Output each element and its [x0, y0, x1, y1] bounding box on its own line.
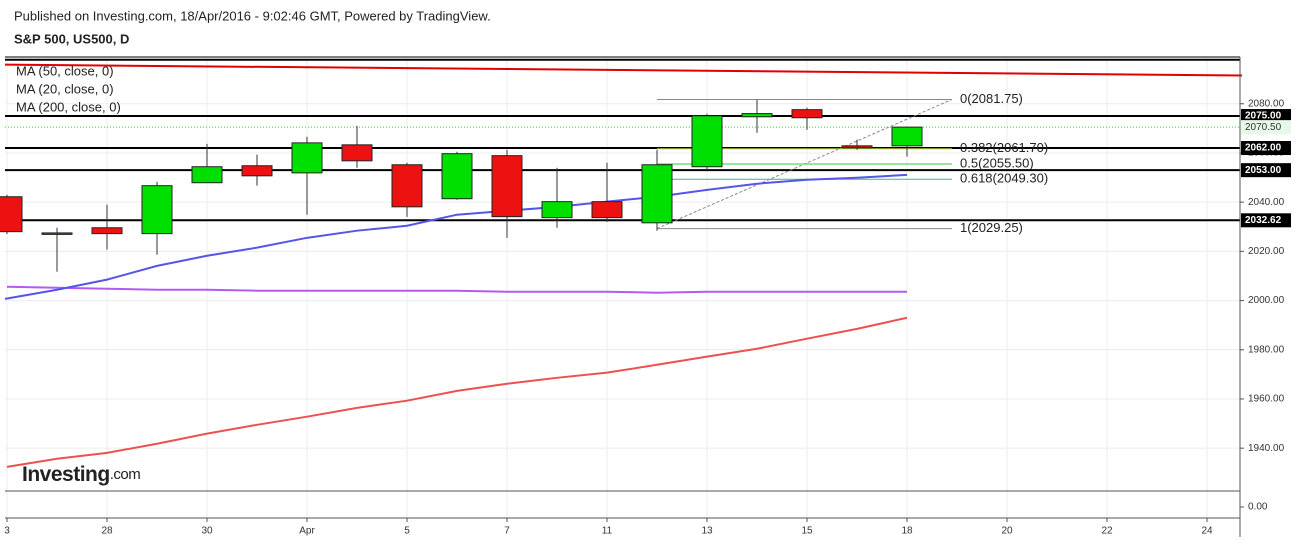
candle-body — [741, 113, 773, 118]
x-tick-label: 20 — [1001, 526, 1013, 537]
ma-line — [6, 285, 907, 294]
candle-body — [191, 166, 223, 184]
fib-label: 0.382(2061.70) — [960, 140, 1048, 155]
legend-entry: MA (200, close, 0) — [16, 99, 121, 114]
y-tick-label: 2040.00 — [1248, 197, 1285, 208]
x-tick-label: 11 — [602, 526, 613, 537]
logo: Investing.com — [22, 463, 140, 486]
candle-body — [291, 142, 323, 174]
fib-label: 1(2029.25) — [960, 220, 1023, 235]
y-tick-label: 2000.00 — [1248, 295, 1285, 306]
price-box-label: 2032.62 — [1245, 215, 1282, 226]
candle-body — [91, 227, 123, 235]
x-tick-label: 24 — [1201, 526, 1213, 537]
candle-body — [841, 145, 873, 149]
candle-body — [41, 232, 73, 235]
candle-body — [541, 201, 573, 219]
ma-line — [6, 316, 908, 468]
x-tick-label: 22 — [1101, 526, 1113, 537]
y-tick-label: 1980.00 — [1248, 344, 1285, 355]
candle-body — [591, 201, 623, 219]
x-tick-label: Apr — [299, 526, 315, 537]
candle-body — [391, 164, 423, 208]
frame — [5, 56, 1241, 537]
volume-tick-label: 0.00 — [1248, 502, 1268, 513]
x-tick-label: 30 — [201, 526, 213, 537]
candle-body — [791, 109, 823, 119]
x-tick-label: 7 — [504, 526, 510, 537]
x-tick-label: 5 — [404, 526, 410, 537]
logo-name: Investing — [22, 463, 110, 486]
price-box-label: 2062.00 — [1245, 143, 1282, 154]
candle-body — [341, 144, 373, 162]
candle-body — [141, 185, 173, 235]
x-tick-label: 3 — [4, 526, 10, 537]
plot — [0, 58, 1243, 468]
price-box-label: 2075.00 — [1245, 111, 1282, 122]
trendline — [4, 63, 1243, 77]
candle-body — [491, 155, 523, 218]
price-box — [1241, 109, 1291, 124]
y-tick-label: 1940.00 — [1248, 443, 1285, 454]
fib-label: 0.5(2055.50) — [960, 155, 1034, 170]
x-tick-label: 18 — [901, 526, 913, 537]
price-box — [1241, 141, 1291, 156]
fib-label: 0(2081.75) — [960, 91, 1023, 106]
x-tick-label: 28 — [101, 526, 113, 537]
price-box — [1241, 213, 1291, 228]
fib-label: 0.618(2049.30) — [960, 171, 1048, 186]
y-tick-label: 1960.00 — [1248, 394, 1285, 405]
legend-entry: MA (50, close, 0) — [16, 63, 114, 78]
candle-body — [441, 153, 473, 200]
candle-body — [641, 164, 673, 224]
grid: 1940.00 1960.00 1980.00 2000.00 2020.00 2040.… — [5, 57, 1285, 522]
candle-body — [691, 115, 723, 168]
x-tick-label: 13 — [701, 526, 713, 537]
labels: 3 28 30 Apr 5 7 11 13 15 18 20 22 24 0(2081.75) 0.382(… — [4, 63, 1291, 537]
logo-suffix: .com — [110, 466, 141, 483]
published-note: Published on Investing.com, 18/Apr/2016 … — [14, 8, 491, 23]
y-tick-label: 2080.00 — [1248, 98, 1285, 109]
price-box-label: 2053.00 — [1245, 165, 1282, 176]
symbol-title: S&P 500, US500, D — [14, 31, 129, 46]
last-price-label: 2070.50 — [1245, 122, 1282, 133]
y-tick-label: 2020.00 — [1248, 246, 1285, 257]
candle-body — [241, 165, 273, 177]
candle-body — [0, 196, 23, 233]
last-price-box — [1241, 120, 1291, 135]
price-box — [1241, 163, 1291, 178]
ma-line — [4, 173, 908, 300]
candle-body — [891, 126, 923, 147]
x-tick-label: 15 — [801, 526, 813, 537]
legend-entry: MA (20, close, 0) — [16, 81, 114, 96]
